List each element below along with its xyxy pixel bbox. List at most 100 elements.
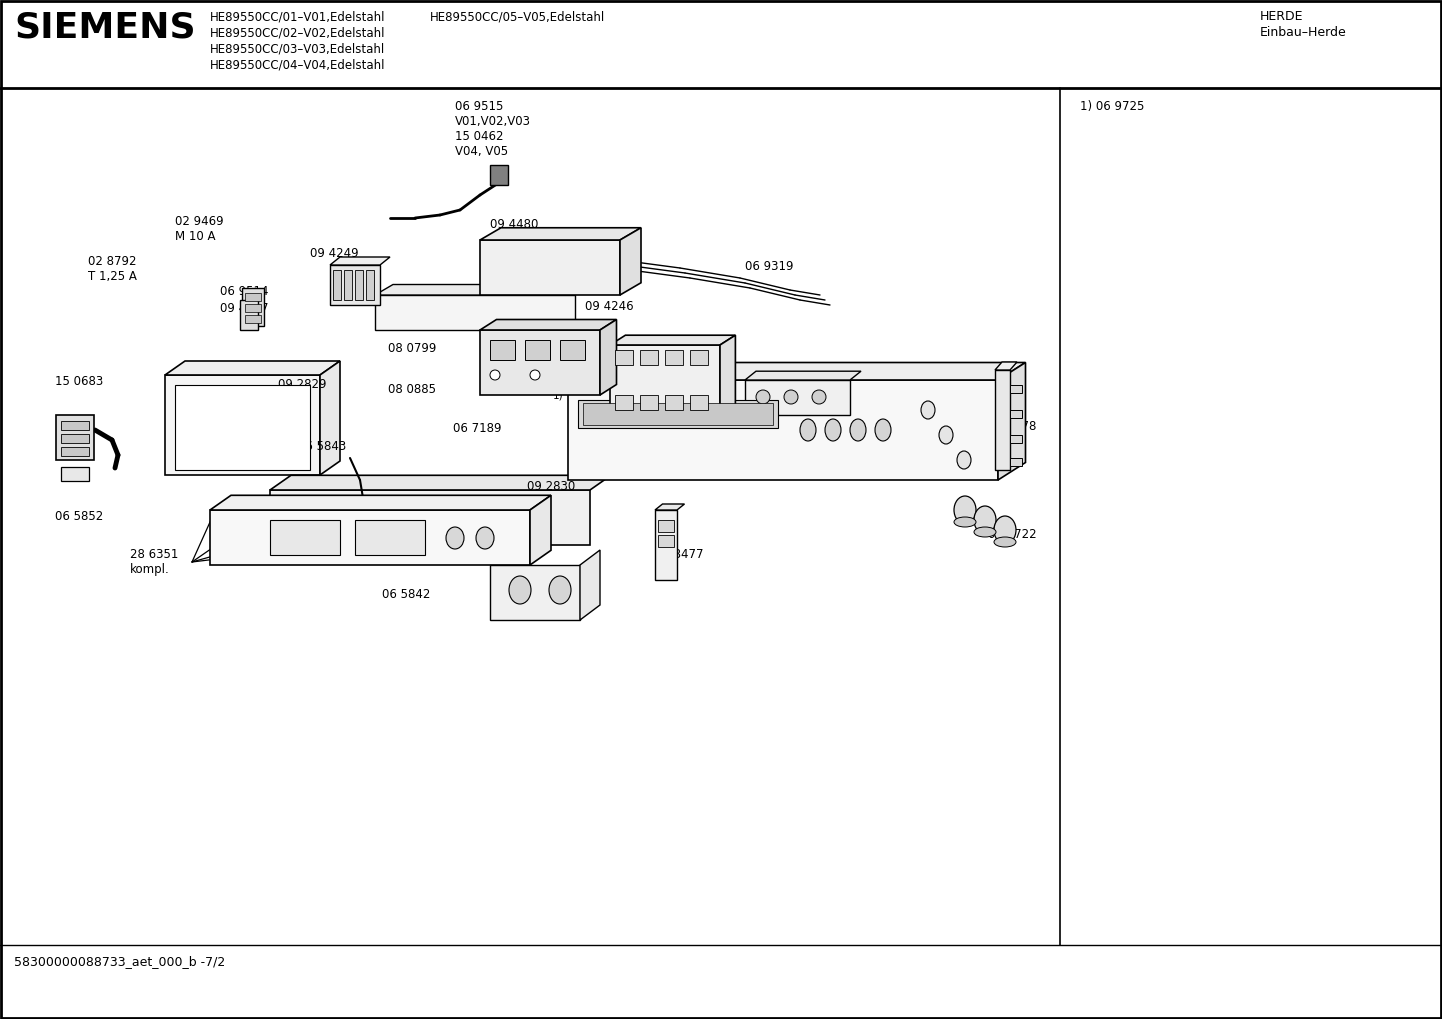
Circle shape [756, 390, 770, 404]
Ellipse shape [875, 419, 891, 441]
Text: V01,V02,V03: V01,V02,V03 [456, 115, 531, 128]
Ellipse shape [955, 496, 976, 524]
Text: 02 9469: 02 9469 [174, 215, 224, 228]
Bar [242, 288, 264, 326]
Text: 09 4249: 09 4249 [310, 247, 359, 260]
Text: 15 0683: 15 0683 [55, 375, 104, 388]
Text: 06 8477: 06 8477 [655, 548, 704, 561]
Text: 08 0885: 08 0885 [388, 383, 435, 396]
Polygon shape [330, 257, 389, 265]
Bar [61, 421, 89, 430]
Polygon shape [211, 510, 531, 565]
Ellipse shape [921, 401, 934, 419]
Polygon shape [480, 320, 617, 330]
Bar [658, 535, 673, 547]
Bar [665, 350, 684, 365]
Bar [691, 350, 708, 365]
Text: 1) 06 9725: 1) 06 9725 [1080, 100, 1145, 113]
Ellipse shape [957, 451, 970, 469]
Bar [559, 340, 585, 360]
Text: M 10 A: M 10 A [174, 230, 215, 243]
Text: 09 2830: 09 2830 [526, 480, 575, 493]
Ellipse shape [509, 576, 531, 604]
Bar [583, 403, 773, 425]
Polygon shape [164, 361, 340, 375]
Bar [61, 467, 89, 481]
Bar [1009, 410, 1022, 418]
Bar [490, 340, 515, 360]
Text: V04, V05: V04, V05 [456, 145, 508, 158]
Ellipse shape [973, 527, 996, 537]
Text: 06 8478: 06 8478 [988, 420, 1037, 433]
Text: 58300000088733_aet_000_b -7/2: 58300000088733_aet_000_b -7/2 [14, 955, 225, 968]
Bar [61, 447, 89, 455]
Bar [665, 395, 684, 410]
Bar [345, 270, 352, 300]
Ellipse shape [849, 419, 867, 441]
Ellipse shape [994, 537, 1017, 547]
Polygon shape [174, 385, 310, 470]
Polygon shape [568, 380, 998, 480]
Bar [614, 350, 633, 365]
Polygon shape [580, 550, 600, 620]
Bar [56, 415, 94, 460]
Polygon shape [211, 495, 551, 510]
Polygon shape [320, 361, 340, 475]
Text: SIEMENS: SIEMENS [14, 10, 196, 44]
Ellipse shape [800, 419, 816, 441]
Text: 06 5849: 06 5849 [525, 590, 574, 603]
Polygon shape [270, 490, 590, 545]
Bar [245, 293, 261, 301]
Ellipse shape [939, 426, 953, 444]
Polygon shape [655, 510, 676, 580]
Text: HE89550CC/04–V04,Edelstahl: HE89550CC/04–V04,Edelstahl [211, 58, 385, 71]
Ellipse shape [549, 576, 571, 604]
Polygon shape [600, 320, 617, 395]
Text: 02 8792: 02 8792 [88, 255, 137, 268]
Polygon shape [995, 362, 1017, 370]
Text: 06 7189: 06 7189 [453, 422, 502, 435]
Bar [525, 340, 549, 360]
Polygon shape [998, 363, 1025, 480]
Circle shape [784, 390, 797, 404]
Bar [355, 520, 425, 555]
Text: 06 5842: 06 5842 [382, 588, 430, 601]
Text: 08 0799: 08 0799 [388, 342, 437, 355]
Text: 09 4399: 09 4399 [756, 375, 803, 388]
Bar [490, 165, 508, 185]
Polygon shape [531, 495, 551, 565]
Text: HE89550CC/05–V05,Edelstahl: HE89550CC/05–V05,Edelstahl [430, 10, 606, 23]
Text: 09 4817: 09 4817 [221, 302, 268, 315]
Text: HE89550CC/01–V01,Edelstahl: HE89550CC/01–V01,Edelstahl [211, 10, 385, 23]
Bar [1009, 385, 1022, 393]
Text: Einbau–Herde: Einbau–Herde [1260, 26, 1347, 39]
Bar [658, 520, 673, 532]
Bar [355, 270, 363, 300]
Bar [245, 315, 261, 323]
Polygon shape [746, 380, 849, 415]
Polygon shape [270, 475, 611, 490]
Ellipse shape [955, 517, 976, 527]
Polygon shape [480, 330, 600, 395]
Bar [614, 395, 633, 410]
Bar [239, 300, 258, 330]
Text: 09 3973: 09 3973 [600, 420, 649, 433]
Ellipse shape [476, 527, 495, 549]
Text: 06 5852: 06 5852 [55, 510, 104, 523]
Polygon shape [490, 565, 580, 620]
Ellipse shape [994, 516, 1017, 544]
Bar [640, 395, 658, 410]
Polygon shape [330, 265, 381, 305]
Bar [640, 350, 658, 365]
Polygon shape [610, 345, 720, 415]
Polygon shape [480, 228, 642, 240]
Text: 06 9515: 06 9515 [456, 100, 503, 113]
Polygon shape [995, 370, 1009, 470]
Bar [245, 304, 261, 312]
Bar [366, 270, 373, 300]
Text: 06 9319: 06 9319 [746, 260, 793, 273]
Polygon shape [655, 504, 685, 510]
Polygon shape [568, 363, 1025, 380]
Text: 09 2829: 09 2829 [278, 378, 326, 391]
Polygon shape [375, 284, 593, 294]
